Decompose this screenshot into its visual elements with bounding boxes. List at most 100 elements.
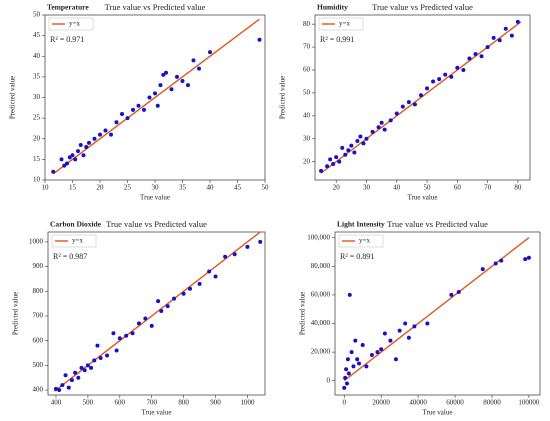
point [437,77,442,82]
point [181,291,186,296]
x-tick-label: 45 [234,184,242,192]
point [346,148,351,153]
chart-title: True value vs Predicted value [105,2,206,12]
y-axis-label: Predicted value [9,76,17,119]
y-tick-label: 500 [33,361,44,369]
point [136,321,141,326]
point [258,239,263,244]
point [351,364,356,369]
x-axis-label: True value [140,194,170,202]
point [352,150,357,155]
chart-title: True value vs Predicted value [106,219,207,229]
point [85,363,90,368]
point [515,19,520,24]
point [59,157,64,162]
legend-label: y=x [359,237,370,245]
point [136,103,141,108]
x-tick-label: 20000 [372,399,390,407]
point [418,93,423,98]
x-tick-label: 40 [393,184,401,192]
point [382,331,387,336]
point [358,134,363,139]
point [142,107,146,112]
x-tick-label: 20 [97,184,105,192]
x-axis-label: True value [142,409,172,417]
point [147,95,152,100]
point [479,54,484,59]
point [76,149,80,154]
point [412,102,417,107]
y-tick-label: 700 [33,312,44,320]
y-tick-label: 800 [33,287,44,295]
x-tick-label: 60000 [446,399,464,407]
point [70,153,75,158]
point [370,129,375,134]
point [73,370,78,375]
point [449,292,454,297]
point [105,353,110,358]
y-tick-label: 45 [33,31,41,39]
point [328,157,333,162]
y-tick-label: 80,000 [311,262,331,270]
point [393,357,398,362]
point [379,347,384,352]
point [353,338,358,343]
y-tick-label: 30 [33,93,41,101]
y-tick-label: 25 [33,114,41,122]
identity-line [343,237,530,382]
y-axis-label: Predicted value [299,292,307,335]
point [245,244,250,249]
x-tick-label: 35 [179,184,187,192]
x-tick-label: 40000 [409,399,427,407]
point [62,163,67,168]
point [375,350,380,355]
point [360,342,365,347]
point [175,74,179,79]
y-tick-label: 50 [33,11,41,19]
point [473,51,478,56]
point [403,321,408,326]
point [345,381,350,386]
x-tick-label: 70 [484,184,492,192]
point [131,107,135,112]
r2-label: R² = 0.971 [50,35,84,44]
x-tick-label: 400 [51,399,62,407]
point [98,355,103,360]
point [114,120,119,125]
point [124,333,129,338]
point [87,140,91,145]
point [526,255,531,260]
x-tick-label: 30 [363,184,371,192]
point [169,87,174,92]
y-tick-label: 20,000 [311,348,331,356]
point [379,120,384,125]
y-tick-label: 60,000 [311,291,331,299]
y-tick-label: 35 [33,72,41,80]
x-tick-label: 80000 [483,399,501,407]
point [117,336,122,341]
point [388,338,393,343]
x-tick-label: 10 [42,184,50,192]
point [161,72,166,77]
point [98,132,102,137]
y-tick-label: 10 [33,176,41,184]
point [114,348,119,353]
identity-line [320,21,522,174]
point [66,385,71,390]
point [497,38,502,43]
legend-box [51,234,97,248]
point [493,261,498,266]
legend-box [318,17,364,31]
point [412,324,417,329]
point [143,316,148,321]
point [499,258,504,263]
x-tick-label: 20 [333,184,341,192]
point [60,383,65,388]
y-tick-label: 600 [33,336,44,344]
point [92,136,97,141]
point [355,357,360,362]
point [503,26,508,31]
plot-frame [47,231,266,396]
y-tick-label: 40,000 [311,319,331,327]
point [82,368,87,373]
